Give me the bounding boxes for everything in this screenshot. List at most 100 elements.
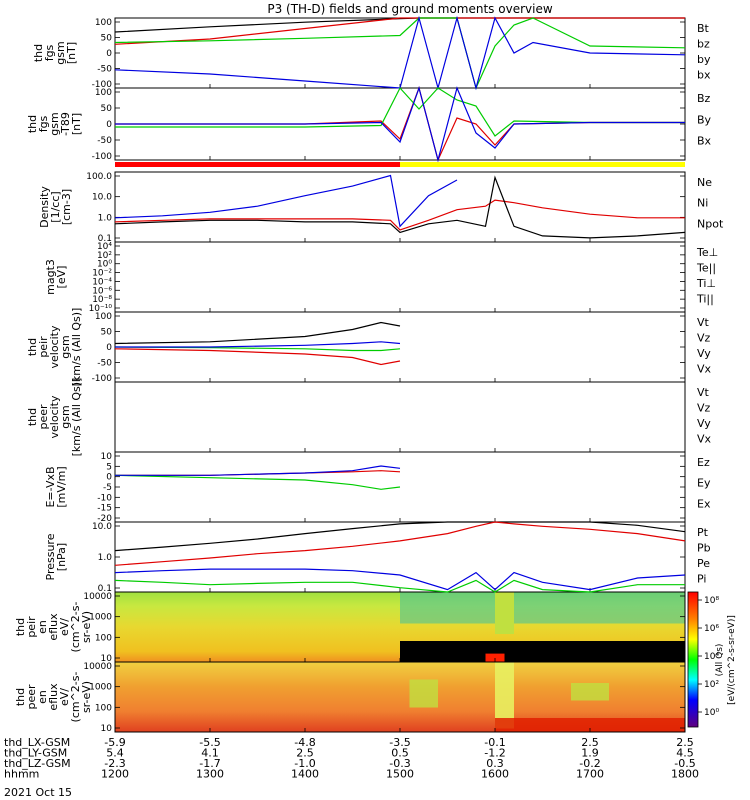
- panel-ylabel: thdpeerenefluxeV/(cm^2-s-sr-eV): [14, 672, 93, 723]
- ylabel-line: [nT]: [70, 113, 83, 135]
- ephemeris-value: 2.5: [296, 747, 314, 760]
- legend-vx: Vx: [697, 433, 712, 446]
- legend-vy: Vy: [697, 347, 711, 360]
- ytick-label: 50: [101, 34, 113, 44]
- ytick-label: -100: [92, 374, 113, 384]
- ytick-label: 100.0: [86, 172, 112, 182]
- panel-frame: [114, 521, 686, 593]
- ylabel-line: [km/s (All Qs)]: [70, 378, 83, 457]
- ytick-label: 10²: [97, 251, 112, 261]
- panel-ylabel: magt3[eV]: [44, 259, 68, 295]
- ylabel-line: gsm: [59, 405, 72, 428]
- ytick-label: -50: [97, 65, 112, 75]
- panel-ylabel: Density[1/cc][cm-3]: [38, 186, 73, 228]
- ylabel-line: Density: [38, 186, 51, 228]
- series-bt: [114, 17, 685, 33]
- peir-spectrogram-nodata: [400, 641, 685, 662]
- panel-ylabel: thdfgsgsm-T89[nT]: [26, 112, 83, 136]
- peir-spectrogram-band: [495, 592, 514, 634]
- panel-ylabel: thdpeirenefluxeV/(cm^2-s-sr-eV): [14, 602, 93, 653]
- legend-npot: Npot: [697, 217, 724, 230]
- colorbar-subtitle: (All Qs): [715, 644, 725, 677]
- legend-vy: Vy: [697, 417, 711, 430]
- ylabel-line: sr-eV): [80, 611, 93, 643]
- legend-te⊥: Te⊥: [696, 246, 718, 259]
- colorbar: 10⁸ 10⁶ 10⁴ 10² 10⁰ [eV/(cm^2-s-sr-eV)] (All…: [687, 591, 737, 728]
- ytick-label: 0: [106, 120, 112, 130]
- ylabel-line: thd: [32, 44, 45, 62]
- ylabel-line: eV/: [58, 688, 71, 706]
- ytick-label: -100: [92, 80, 113, 90]
- panel-peer-spec: thdpeerenefluxeV/(cm^2-s-sr-eV)100001000…: [14, 661, 686, 734]
- legend-bz: bz: [697, 38, 710, 51]
- legend-ne: Ne: [697, 176, 712, 189]
- panel-ylabel: Pressure[nPa]: [44, 533, 68, 580]
- ephemeris-value: -1.7: [199, 757, 220, 770]
- ytick-label: 0: [106, 473, 112, 483]
- ytick-label: 100: [95, 703, 112, 713]
- ylabel-line: peir: [37, 336, 50, 358]
- ephemeris-value: 4.5: [676, 747, 694, 760]
- panel-ylabel: thdpeirvelocitygsm[km/s (All Qs)]: [26, 308, 83, 387]
- figure-title: P3 (TH-D) fields and ground moments over…: [267, 2, 552, 16]
- ephemeris-value: -4.8: [294, 736, 315, 749]
- legend-bx: bx: [697, 69, 711, 82]
- panel-fgs-gsm-zoom: thdfgsgsm-T89[nT] 100 50 0 -50 -100 Bz By Bx: [26, 87, 712, 162]
- colorbar-tick-label: 10²: [704, 680, 719, 690]
- legend-by: by: [697, 53, 711, 66]
- ephemeris-value: 1200: [101, 768, 129, 781]
- ylabel-line: thd: [14, 618, 27, 636]
- legend-vz: Vz: [697, 332, 711, 345]
- legend-vt: Vt: [697, 386, 710, 399]
- ephemeris-row-label: thd_LY-GSM: [4, 747, 67, 760]
- legend-ey: Ey: [697, 477, 711, 490]
- ylabel-line: velocity: [48, 325, 61, 368]
- ytick-label: 50: [101, 328, 113, 338]
- ylabel-line: gsm: [54, 41, 67, 64]
- peir-spectrogram-hot: [485, 653, 505, 662]
- panel-frame: [114, 171, 686, 243]
- colorbar-title: [eV/(cm^2-s-sr-eV)]: [727, 615, 737, 705]
- series-ex: [115, 465, 401, 476]
- ytick-label: -5: [103, 483, 112, 493]
- ytick-label: 10⁻⁴: [92, 277, 112, 287]
- ephemeris-value: 1300: [196, 768, 224, 781]
- ytick-label: 100: [95, 312, 112, 322]
- ephemeris-value: 1500: [386, 768, 414, 781]
- ylabel-line: peer: [37, 404, 50, 430]
- ylabel-line: fgs: [43, 44, 56, 61]
- legend-bx: Bx: [697, 135, 712, 148]
- ylabel-line: gsm: [59, 335, 72, 358]
- ylabel-line: [1/cc]: [49, 191, 62, 222]
- ytick-label: 1000: [89, 683, 112, 693]
- series-ni: [114, 175, 686, 239]
- panel-pressure: Pressure[nPa] 10.0 1.0 0.1 Pt Pb Pe Pi: [44, 521, 711, 594]
- ylabel-line: (cm^2-s-: [69, 602, 82, 653]
- ylabel-line: en: [36, 690, 49, 704]
- ytick-label: 10.0: [92, 193, 112, 203]
- colorbar-tick-label: 10⁸: [704, 596, 719, 606]
- ylabel-line: [nT]: [65, 42, 78, 64]
- panel-peer-velocity: thdpeervelocitygsm[km/s (All Qs)] Vt Vz Vy V…: [26, 378, 712, 457]
- panel-density: Density[1/cc][cm-3] 100.0 10.0 1.0 0.1 Ne Ni Np…: [38, 171, 724, 244]
- ylabel-line: [mV/m]: [55, 466, 68, 507]
- ytick-label: -100: [92, 152, 113, 162]
- mode-bar-slow: [115, 162, 400, 167]
- ytick-label: 1.0: [98, 213, 113, 223]
- ylabel-line: peer: [25, 684, 38, 710]
- ytick-label: -15: [97, 504, 112, 514]
- series-bx: [115, 85, 685, 163]
- colorbar-tick-label: 10⁶: [704, 624, 719, 634]
- ylabel-line: magt3: [44, 259, 57, 295]
- ylabel-line: eflux: [47, 613, 60, 641]
- ephemeris-value: -5.9: [104, 736, 125, 749]
- series-bz: [114, 17, 685, 45]
- panel-frame: [114, 241, 686, 313]
- colorbar-ticks: 10⁸ 10⁶ 10⁴ 10² 10⁰: [698, 596, 719, 718]
- ytick-label: 100: [95, 633, 112, 643]
- ylabel-line: sr-eV): [80, 681, 93, 713]
- series-pi: [114, 568, 686, 591]
